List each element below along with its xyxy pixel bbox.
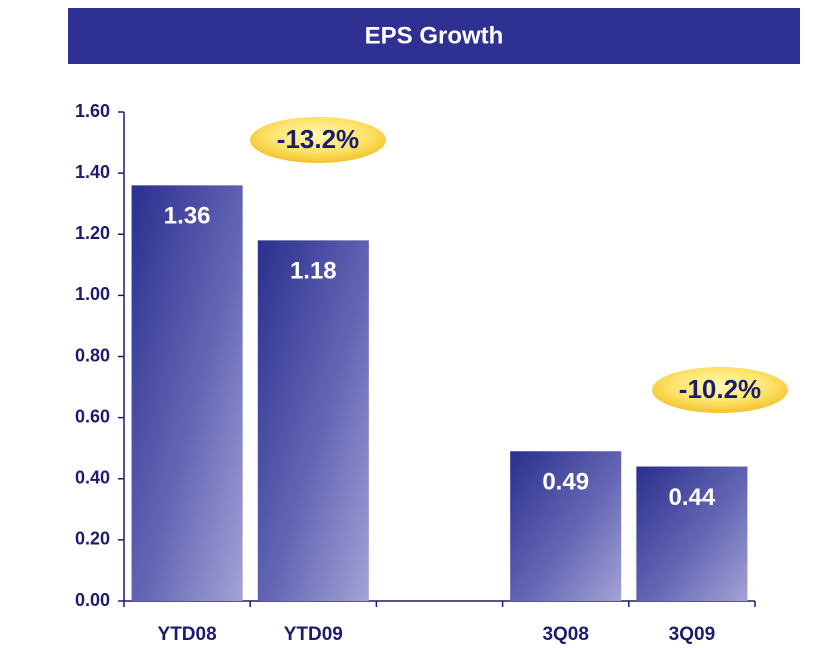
y-tick-label: 1.60 <box>75 101 110 121</box>
data-label: 1.18 <box>290 258 337 285</box>
y-tick-label: 1.20 <box>75 223 110 243</box>
chart-title: EPS Growth <box>365 22 504 49</box>
bar <box>257 240 369 602</box>
y-tick-label: 0.80 <box>75 345 110 365</box>
annotation-bubble <box>652 367 788 413</box>
data-label: 1.36 <box>164 203 211 230</box>
data-label: 0.49 <box>542 469 589 496</box>
x-tick-label: YTD09 <box>284 624 343 645</box>
y-tick-label: 1.00 <box>75 284 110 304</box>
annotation: -13.2% <box>277 124 359 154</box>
y-tick-label: 1.40 <box>75 162 110 182</box>
bar <box>510 451 622 601</box>
title-band <box>68 8 800 64</box>
x-tick-label: 3Q09 <box>669 624 715 645</box>
y-tick-label: 0.00 <box>75 590 110 610</box>
bar <box>131 185 243 601</box>
data-label: 0.44 <box>669 484 716 511</box>
annotation: -10.2% <box>679 374 761 404</box>
y-tick-label: 0.60 <box>75 406 110 426</box>
y-tick-label: 0.40 <box>75 468 110 488</box>
x-tick-label: YTD08 <box>158 624 217 645</box>
x-tick-label: 3Q08 <box>542 624 588 645</box>
bar <box>636 466 748 601</box>
annotation-bubble <box>250 117 386 163</box>
y-tick-label: 0.20 <box>75 529 110 549</box>
